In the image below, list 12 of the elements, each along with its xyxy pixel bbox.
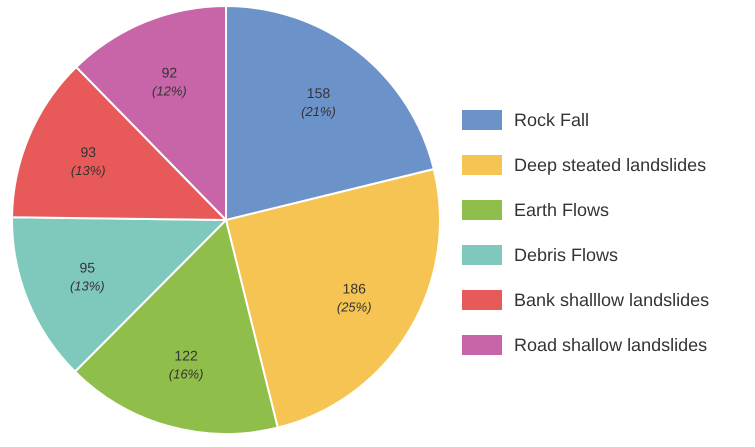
legend-label: Road shallow landslides xyxy=(514,335,708,355)
legend-label: Debris Flows xyxy=(514,245,618,265)
legend-label: Deep steated landslides xyxy=(514,155,706,175)
data-label: 92 (12%) xyxy=(152,64,187,98)
legend-label: Rock Fall xyxy=(514,110,590,130)
legend-label: Earth Flows xyxy=(514,200,610,220)
data-label: 158 (21%) xyxy=(301,85,336,120)
data-label: 95 (13%) xyxy=(70,260,105,294)
data-label: 186 (25%) xyxy=(336,280,372,314)
data-label: 93 (13%) xyxy=(70,144,106,178)
legend-label: Bank shalllow landslides xyxy=(514,290,710,310)
data-label: 122 (16%) xyxy=(168,347,204,382)
